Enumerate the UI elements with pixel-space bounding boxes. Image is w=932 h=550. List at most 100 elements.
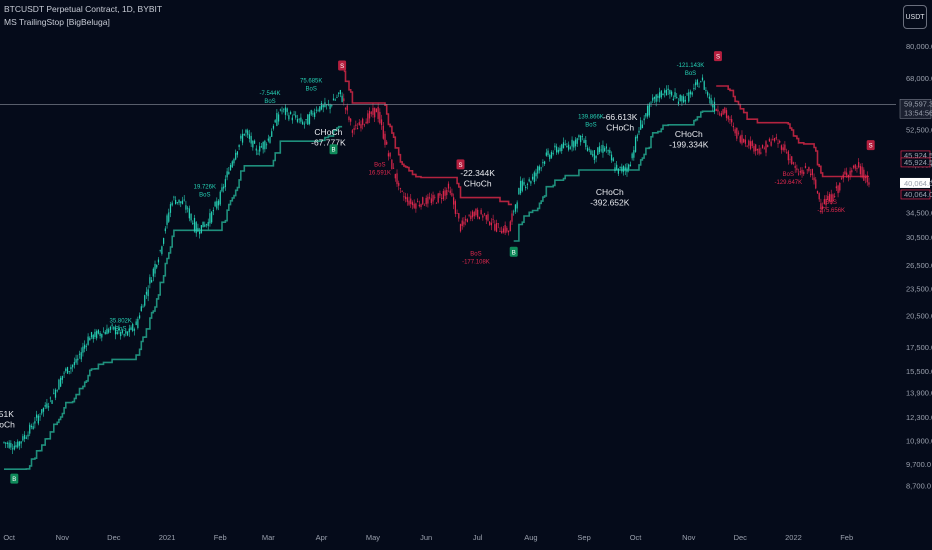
signal-marker-bear[interactable]: S [456,159,465,170]
candle-body [48,406,50,408]
time-tick-label: Feb [214,533,227,542]
candle [106,324,108,335]
signal-text: S [340,64,344,70]
price-badge: 45,924.5 [900,157,932,168]
price-axis[interactable]: 80,000.068,000.052,500.044,000.040,500.0… [899,42,932,490]
candle [866,171,868,186]
candle-body [799,171,801,173]
candle [320,100,323,111]
candle [25,435,27,440]
candle-body [408,200,410,205]
candle-body [471,211,474,218]
price-tick-label: 34,500.0 [906,209,932,218]
candle-body [535,172,537,177]
candle [533,170,535,185]
signal-box [329,144,338,155]
candle [404,192,407,203]
candle-body [485,215,487,220]
candle-body [89,337,91,341]
signal-marker-bull[interactable]: B [10,473,19,484]
candle-body [429,197,431,199]
candle [10,440,12,450]
time-tick-label: Sep [577,533,590,542]
candle [293,110,295,116]
candle-body [669,90,671,95]
candle-body [847,174,849,178]
candle-body [634,136,637,152]
candle [466,218,468,223]
candle-body [676,97,678,99]
time-tick-label: Jun [420,533,432,542]
candle-body [293,114,295,116]
candle [518,187,520,195]
candle [296,114,299,124]
structure-label: BoS [783,172,794,178]
candle-body [265,144,268,146]
candle-body [499,231,501,232]
candle [439,190,441,199]
candle [847,174,849,182]
signal-marker-bear[interactable]: S [338,60,347,71]
candle-body [722,109,724,115]
candle-body [327,104,329,106]
candle-body [411,202,414,206]
candle [751,139,753,149]
candle-body [846,172,848,176]
candle-body [348,116,350,121]
structure-label: 051K [0,409,14,419]
candle [89,336,91,341]
signal-marker-bull[interactable]: B [509,246,518,257]
candle [66,366,69,374]
candle-body [70,367,72,370]
indicator-name[interactable]: MS TrailingStop [BigBeluga] [4,17,110,27]
candle [509,220,511,232]
signal-marker-bear[interactable]: S [866,140,875,151]
candle-body [549,154,551,160]
candle [729,116,731,125]
candle [562,137,565,149]
candle-body [568,144,570,150]
candle [616,160,618,171]
candle [308,111,311,126]
candle [15,441,17,449]
candle-body [768,138,771,142]
candle-body [820,203,822,209]
candle [597,147,599,156]
candle-body [633,150,635,158]
candle-body [277,114,280,122]
candle [118,324,120,335]
candle-body [825,199,827,206]
candle-body [724,107,726,114]
candle [679,94,681,102]
time-tick-label: Oct [3,533,16,542]
candle-body [82,346,84,353]
candle-body [852,165,855,168]
candle [568,141,570,152]
candle-body [149,277,151,284]
crosshair-time: 13:54:56 [904,108,932,117]
candle [152,267,154,282]
candle [519,176,522,196]
last-price-text: 40,064.0 [904,179,932,188]
signal-marker-bear[interactable]: S [713,51,722,62]
candle-body [154,263,156,274]
candle-body [236,151,239,155]
candle [216,197,218,211]
candle [451,188,453,197]
structure-label: 139.866K [578,114,604,120]
time-axis[interactable]: Oct Nov Dec 2021 Feb Mar Apr May Jun Jul Aug Sep Oct… [3,533,853,542]
candle [641,120,644,129]
candle-body [782,147,784,151]
candle-body [775,137,777,139]
signal-marker-bull[interactable]: B [329,144,338,155]
candle-body [190,213,192,221]
candle [557,147,559,155]
candle-body [106,328,108,335]
candle [643,114,645,125]
candle-body [11,448,14,450]
candle [307,113,309,125]
candle-body [209,213,211,224]
currency-button[interactable]: USDT [903,5,927,29]
candle [231,160,233,169]
